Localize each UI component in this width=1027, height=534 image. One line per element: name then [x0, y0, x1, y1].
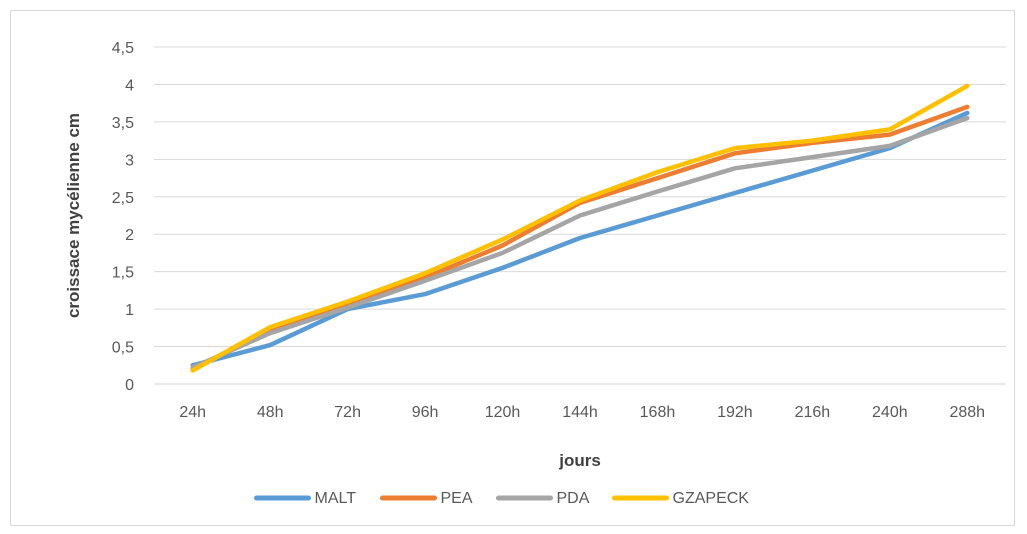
legend-label-pda: PDA	[557, 490, 590, 507]
y-tick-label: 0,5	[112, 340, 134, 357]
x-tick-label: 120h	[485, 404, 521, 421]
x-tick-label: 144h	[562, 404, 598, 421]
legend-label-gzapeck: GZAPECK	[673, 490, 750, 507]
y-tick-label: 2	[125, 227, 134, 244]
line-chart: 0 0,5 1 1,5 2 2,5 3 3,5 4 4,5 24h 48h 72h 96h 120h 144…	[64, 40, 1006, 507]
x-tick-label: 96h	[412, 404, 439, 421]
chart-area: 0 0,5 1 1,5 2 2,5 3 3,5 4 4,5 24h 48h 72h 96h 120h 144…	[10, 10, 1015, 526]
y-tick-label: 1	[125, 302, 134, 319]
series-line-malt	[190, 110, 970, 368]
legend-label-malt: MALT	[315, 490, 357, 507]
x-tick-label: 288h	[949, 404, 985, 421]
x-tick-label: 216h	[795, 404, 831, 421]
y-tick-label: 4	[125, 77, 134, 94]
series-lines	[190, 83, 970, 373]
series-line-pda	[190, 115, 970, 370]
x-tick-label: 192h	[717, 404, 753, 421]
y-tick-label: 0	[125, 377, 134, 394]
x-tick-label: 48h	[257, 404, 284, 421]
x-tick-label: 168h	[640, 404, 676, 421]
x-axis-title: jours	[558, 451, 601, 470]
y-tick-label: 3	[125, 152, 134, 169]
x-tick-label: 24h	[179, 404, 206, 421]
y-tick-label: 1,5	[112, 265, 134, 282]
x-axis-ticks: 24h 48h 72h 96h 120h 144h 168h 192h 216h 240h 288h	[179, 404, 985, 421]
y-axis-title: croissace mycélienne cm	[64, 113, 83, 318]
x-tick-label: 72h	[334, 404, 361, 421]
series-line-gzapeck	[190, 83, 970, 373]
legend: MALT PEA PDA GZAPECK	[254, 490, 750, 507]
gridlines	[154, 46, 1006, 385]
y-axis-ticks: 0 0,5 1 1,5 2 2,5 3 3,5 4 4,5	[112, 40, 134, 394]
y-tick-label: 3,5	[112, 115, 134, 132]
legend-label-pea: PEA	[441, 490, 473, 507]
x-tick-label: 240h	[872, 404, 908, 421]
y-tick-label: 2,5	[112, 190, 134, 207]
y-tick-label: 4,5	[112, 40, 134, 57]
